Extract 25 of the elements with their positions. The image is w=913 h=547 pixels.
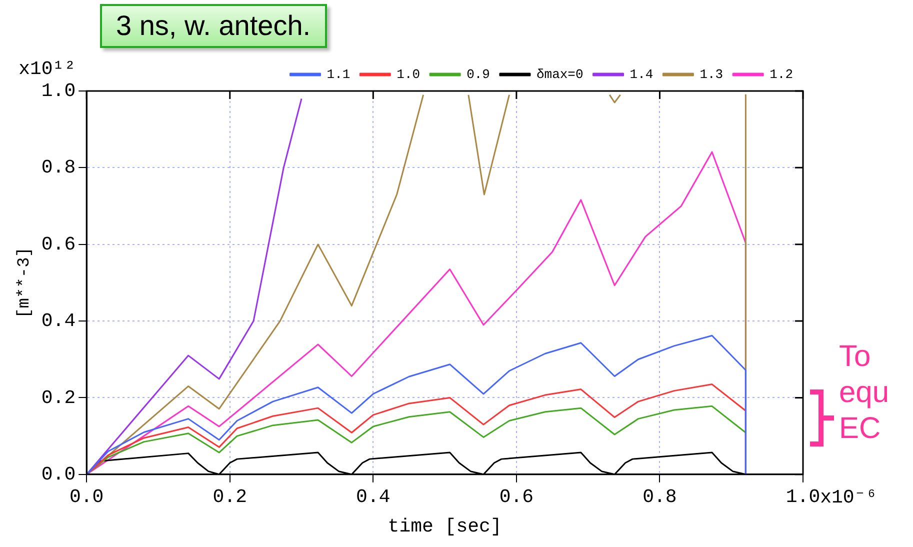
legend-label: 1.2 — [770, 66, 793, 82]
x-tick-label: 0.8 — [642, 486, 677, 508]
x-tick-label: 0.4 — [356, 486, 390, 508]
y-axis-title: [m**-3] — [16, 246, 35, 318]
legend-label: 1.0 — [396, 66, 420, 82]
text: x10¹² — [18, 58, 76, 80]
y-tick-label: 0.2 — [41, 386, 76, 409]
legend-label: δmax=0 — [536, 66, 584, 82]
x-tick-label: 0.6 — [499, 486, 534, 508]
legend-label: 1.4 — [630, 66, 654, 82]
x-tick-label: 0.0 — [69, 486, 104, 508]
y-tick-label: 0.8 — [41, 156, 76, 179]
y-tick-label: 1.0 — [41, 80, 76, 102]
y-tick-label: 0.4 — [41, 310, 76, 332]
x-axis-title: time [sec] — [388, 516, 502, 538]
y-tick-label: 0.6 — [41, 233, 76, 256]
x-tick-label: 1.0 — [786, 486, 820, 508]
text: x10⁻⁶ — [820, 486, 878, 508]
x-tick-label: 0.2 — [212, 486, 247, 508]
text: 3 ns, w. antech. — [100, 4, 327, 48]
legend-label: 0.9 — [466, 66, 490, 82]
legend-label: 1.3 — [700, 66, 724, 82]
text: To equ EC — [839, 339, 890, 448]
legend-label: 1.1 — [326, 66, 350, 82]
y-tick-label: 0.0 — [41, 463, 76, 486]
